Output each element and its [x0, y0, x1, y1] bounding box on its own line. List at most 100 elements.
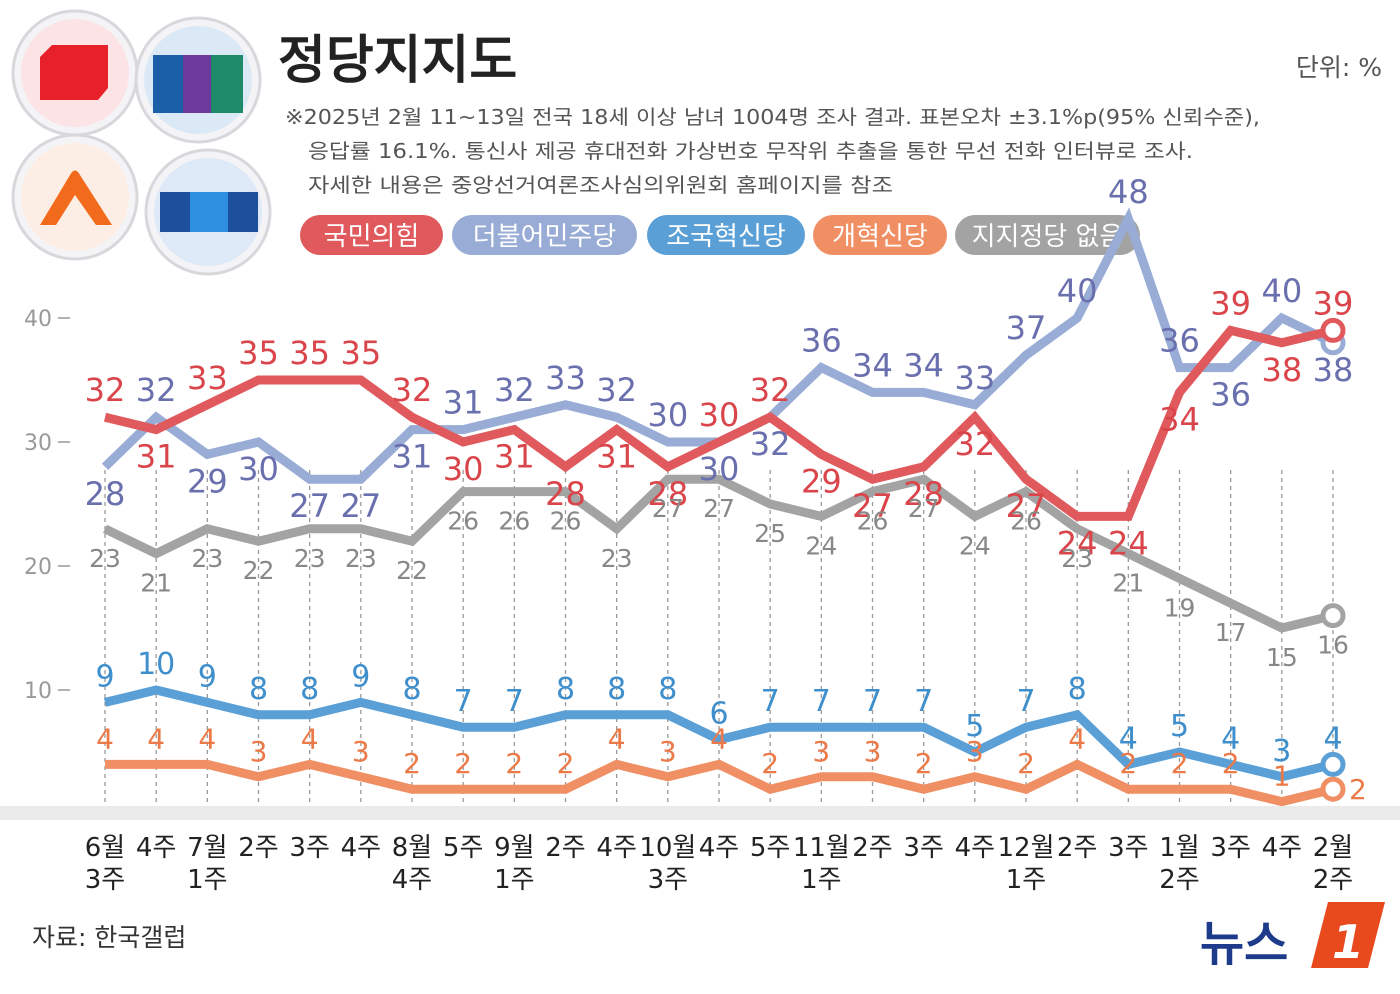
data-label: 8	[249, 672, 268, 707]
data-label: 23	[1061, 544, 1093, 573]
survey-note-line-3: 자세한 내용은 중앙선거여론조사심의위원회 홈페이지를 참조	[308, 173, 893, 197]
x-tick-label: 4주	[1262, 833, 1302, 863]
data-label: 9	[198, 659, 217, 694]
data-label: 2	[1119, 747, 1137, 780]
data-label: 23	[89, 544, 121, 573]
data-label: 7	[1016, 684, 1035, 719]
x-tick-label: 1주	[494, 865, 534, 895]
data-label: 15	[1266, 643, 1298, 672]
data-label: 27	[652, 494, 684, 523]
data-label: 39	[1313, 284, 1354, 322]
legend-label: 조국혁신당	[666, 222, 786, 252]
data-label: 35	[289, 334, 330, 372]
data-label: 31	[596, 438, 637, 476]
legend-pill	[300, 215, 443, 255]
data-label: 3	[659, 735, 677, 768]
data-label: 21	[140, 569, 172, 598]
chart-axes: 10 20 30 40	[24, 307, 1334, 808]
data-label: 40	[1057, 272, 1098, 310]
data-label: 27	[289, 487, 330, 525]
page-title: 정당지지도	[278, 31, 517, 91]
data-label: 19	[1164, 593, 1196, 622]
data-label: 22	[243, 556, 275, 585]
series-line	[103, 685, 1335, 782]
data-label: 23	[294, 544, 326, 573]
data-label: 7	[914, 684, 933, 719]
data-label: 4	[608, 722, 626, 755]
x-tick-label: 10월	[639, 833, 696, 863]
data-label: 8	[658, 672, 677, 707]
x-tick-label: 4주	[955, 833, 995, 863]
x-tick-label: 3주	[648, 865, 688, 895]
data-label: 28	[545, 475, 586, 513]
data-label: 27	[340, 487, 381, 525]
data-label: 38	[1313, 351, 1354, 389]
series-end-marker	[1320, 603, 1346, 629]
data-label: 3	[864, 735, 882, 768]
data-label: 8	[607, 672, 626, 707]
data-label: 32	[750, 371, 791, 409]
reform-logo-icon	[11, 133, 139, 261]
data-label: 4	[147, 722, 165, 755]
data-label: 28	[903, 475, 944, 513]
data-label: 2	[557, 747, 575, 780]
data-label: 31	[443, 384, 484, 422]
data-label: 30	[443, 450, 484, 488]
series-end-marker	[1320, 317, 1346, 343]
x-tick-label: 9월	[494, 833, 534, 863]
data-label: 32	[596, 371, 637, 409]
data-label: 31	[136, 438, 177, 476]
data-label: 2	[1017, 747, 1035, 780]
data-label: 33	[545, 359, 586, 397]
data-label: 26	[447, 507, 479, 536]
data-label: 34	[1159, 400, 1200, 438]
survey-note-line-2: 응답률 16.1%. 통신사 제공 휴대전화 가상번호 무작위 추출을 통한 무…	[308, 139, 1193, 163]
x-tick-label: 3주	[1108, 833, 1148, 863]
news1-brand: 뉴스 1	[1200, 902, 1385, 972]
data-label: 39	[1210, 284, 1251, 322]
legend-label: 지지정당 없음	[972, 222, 1124, 252]
data-label: 26	[857, 507, 889, 536]
data-label: 2	[1349, 773, 1367, 806]
data-label: 32	[750, 425, 791, 463]
data-label: 7	[454, 684, 473, 719]
data-label: 3	[352, 735, 370, 768]
data-label: 34	[852, 346, 893, 384]
data-label: 4	[301, 722, 319, 755]
logo-badges	[11, 9, 272, 276]
data-label: 3	[812, 735, 830, 768]
data-label: 33	[187, 359, 228, 397]
x-tick-label: 1주	[1006, 865, 1046, 895]
data-label: 2	[1171, 747, 1189, 780]
data-label: 27	[908, 494, 940, 523]
data-label: 26	[1010, 507, 1042, 536]
unit-label: 단위: %	[1296, 53, 1382, 82]
ppp-logo-icon	[11, 9, 139, 137]
data-label: 32	[85, 371, 126, 409]
x-tick-label: 1주	[187, 865, 227, 895]
data-label: 10	[137, 647, 175, 682]
data-label: 27	[852, 487, 893, 525]
data-label: 29	[187, 462, 228, 500]
data-label: 3	[966, 735, 984, 768]
series-end-marker	[1320, 776, 1346, 802]
data-label: 2	[761, 747, 779, 780]
data-label: 2	[403, 747, 421, 780]
data-label: 2	[454, 747, 472, 780]
data-label: 26	[550, 507, 582, 536]
legend-pill	[813, 215, 947, 255]
data-label: 36	[1210, 376, 1251, 414]
data-label: 31	[494, 438, 535, 476]
data-label: 6	[709, 697, 728, 732]
data-label: 5	[965, 709, 984, 744]
x-tick-label: 11월	[793, 833, 850, 863]
data-label: 29	[801, 462, 842, 500]
data-label: 25	[754, 519, 786, 548]
brand-badge-shape	[1311, 902, 1385, 968]
data-label: 3	[1272, 734, 1291, 769]
data-label: 8	[1068, 672, 1087, 707]
brand-text: 뉴스	[1200, 916, 1288, 972]
series-line	[105, 759, 1335, 807]
data-label: 30	[238, 450, 279, 488]
